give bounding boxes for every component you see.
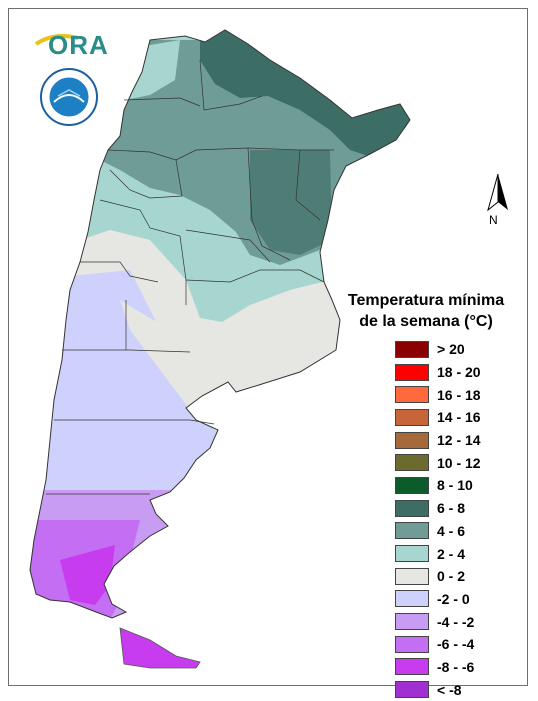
- legend-row: 2 - 4: [395, 542, 481, 565]
- legend-swatch: [395, 567, 429, 585]
- legend-swatch: [395, 522, 429, 540]
- legend-row: -2 - 0: [395, 588, 481, 611]
- legend-label: < -8: [437, 681, 462, 698]
- legend-row: 0 - 2: [395, 565, 481, 588]
- legend-title-line2: de la semana (°C): [359, 313, 493, 330]
- legend-label: 14 - 16: [437, 409, 481, 426]
- legend-row: 12 - 14: [395, 429, 481, 452]
- legend-label: > 20: [437, 341, 465, 358]
- legend-swatch: [395, 476, 429, 494]
- legend-swatch: [395, 545, 429, 563]
- north-label: N: [489, 213, 498, 227]
- legend-row: -4 - -2: [395, 610, 481, 633]
- legend-label: 2 - 4: [437, 545, 466, 562]
- legend-row: > 20: [395, 338, 481, 361]
- legend-row: 4 - 6: [395, 520, 481, 543]
- north-arrow-icon: [487, 173, 508, 212]
- legend-label: -8 - -6: [437, 658, 475, 675]
- legend-swatch: [395, 658, 429, 676]
- legend-swatch: [395, 613, 429, 631]
- legend-row: -6 - -4: [395, 633, 481, 656]
- legend-row: 18 - 20: [395, 361, 481, 384]
- legend-row: < -8: [395, 678, 481, 701]
- legend-label: 6 - 8: [437, 500, 466, 517]
- legend-label: 10 - 12: [437, 454, 481, 471]
- legend-label: 16 - 18: [437, 386, 481, 403]
- legend-label: -2 - 0: [437, 590, 470, 607]
- legend-swatch: [395, 431, 429, 449]
- legend-label: 0 - 2: [437, 568, 466, 585]
- legend-label: 18 - 20: [437, 364, 481, 381]
- legend-row: -8 - -6: [395, 656, 481, 679]
- legend-title: Temperatura mínima de la semana (°C): [326, 290, 526, 332]
- legend: > 20 18 - 20 16 - 18 14 - 16 12 - 14 10 - 12 8…: [395, 338, 481, 701]
- province-boundaries: [46, 59, 334, 495]
- legend-label: -4 - -2: [437, 613, 475, 630]
- legend-label: 12 - 14: [437, 432, 481, 449]
- tierra-del-fuego: [119, 627, 201, 669]
- legend-label: -6 - -4: [437, 636, 475, 653]
- legend-swatch: [395, 590, 429, 608]
- legend-label: 4 - 6: [437, 522, 466, 539]
- legend-swatch: [395, 386, 429, 404]
- legend-swatch: [395, 363, 429, 381]
- legend-row: 14 - 16: [395, 406, 481, 429]
- legend-row: 8 - 10: [395, 474, 481, 497]
- legend-swatch: [395, 635, 429, 653]
- legend-swatch: [395, 499, 429, 517]
- ora-logo-text: ORA: [48, 30, 109, 60]
- legend-label: 8 - 10: [437, 477, 473, 494]
- agency-seal: [40, 68, 98, 126]
- country-outline: [29, 29, 411, 619]
- legend-swatch: [395, 340, 429, 358]
- legend-row: 6 - 8: [395, 497, 481, 520]
- legend-swatch: [395, 454, 429, 472]
- legend-title-line1: Temperatura mínima: [347, 292, 505, 309]
- legend-swatch: [395, 408, 429, 426]
- legend-row: 10 - 12: [395, 451, 481, 474]
- legend-row: 16 - 18: [395, 383, 481, 406]
- ora-logo: [34, 34, 79, 46]
